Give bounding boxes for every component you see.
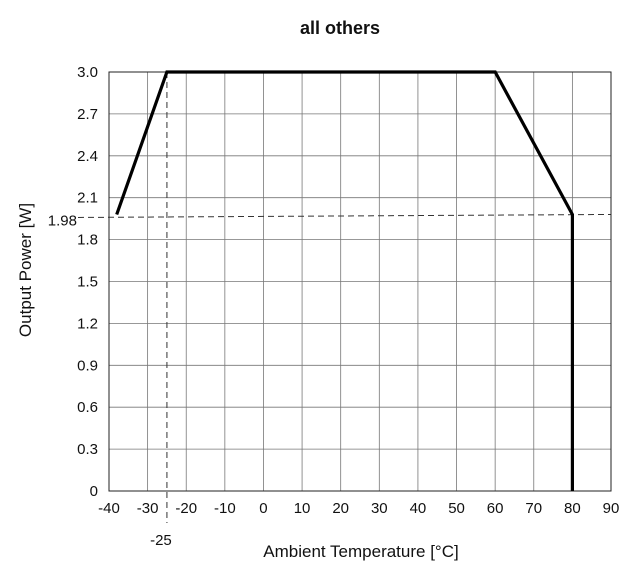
y-tick-label: 0.3 — [77, 441, 98, 458]
x-tick-label: 70 — [525, 500, 542, 517]
y-axis-label: Output Power [W] — [16, 203, 35, 337]
x-tick-label: -10 — [214, 500, 236, 517]
x-axis-label: Ambient Temperature [°C] — [263, 542, 458, 561]
y-tick-label: 0.6 — [77, 399, 98, 416]
x-tick-label: 20 — [332, 500, 349, 517]
x-tick-label: -40 — [98, 500, 120, 517]
reference-labels: 1.98 -25 — [48, 212, 172, 549]
reference-label-x: -25 — [150, 532, 172, 549]
x-tick-label: 10 — [294, 500, 311, 517]
y-tick-label: 2.4 — [77, 148, 98, 165]
y-tick-label: 1.8 — [77, 232, 98, 249]
y-tick-label: 1.2 — [77, 315, 98, 332]
x-tick-label: 60 — [487, 500, 504, 517]
y-tick-label: 2.1 — [77, 190, 98, 207]
x-tick-label: 30 — [371, 500, 388, 517]
x-tick-label: 0 — [259, 500, 267, 517]
reference-lines — [77, 72, 612, 523]
x-tick-label: 80 — [564, 500, 581, 517]
chart-title: all others — [300, 18, 380, 38]
grid — [108, 71, 612, 492]
x-tick-label: 40 — [410, 500, 427, 517]
x-tick-label: -20 — [175, 500, 197, 517]
y-tick-label: 0 — [90, 483, 98, 500]
series-line — [115, 70, 574, 491]
x-tick-label: 90 — [603, 500, 620, 517]
y-tick-label: 1.5 — [77, 274, 98, 291]
reference-label-y: 1.98 — [48, 212, 77, 229]
y-tick-label: 0.9 — [77, 357, 98, 374]
x-tick-label: 50 — [448, 500, 465, 517]
x-axis-ticks: -40 -30 -20 -10 0 10 20 30 40 50 60 70 80 90 — [98, 500, 619, 517]
y-tick-label: 2.7 — [77, 106, 98, 123]
reference-line-y — [77, 213, 612, 218]
y-axis-ticks: 0 0.3 0.6 0.9 1.2 1.5 1.8 2.1 2.4 2.7 3.0 — [77, 64, 98, 500]
y-tick-label: 3.0 — [77, 64, 98, 81]
x-tick-label: -30 — [137, 500, 159, 517]
